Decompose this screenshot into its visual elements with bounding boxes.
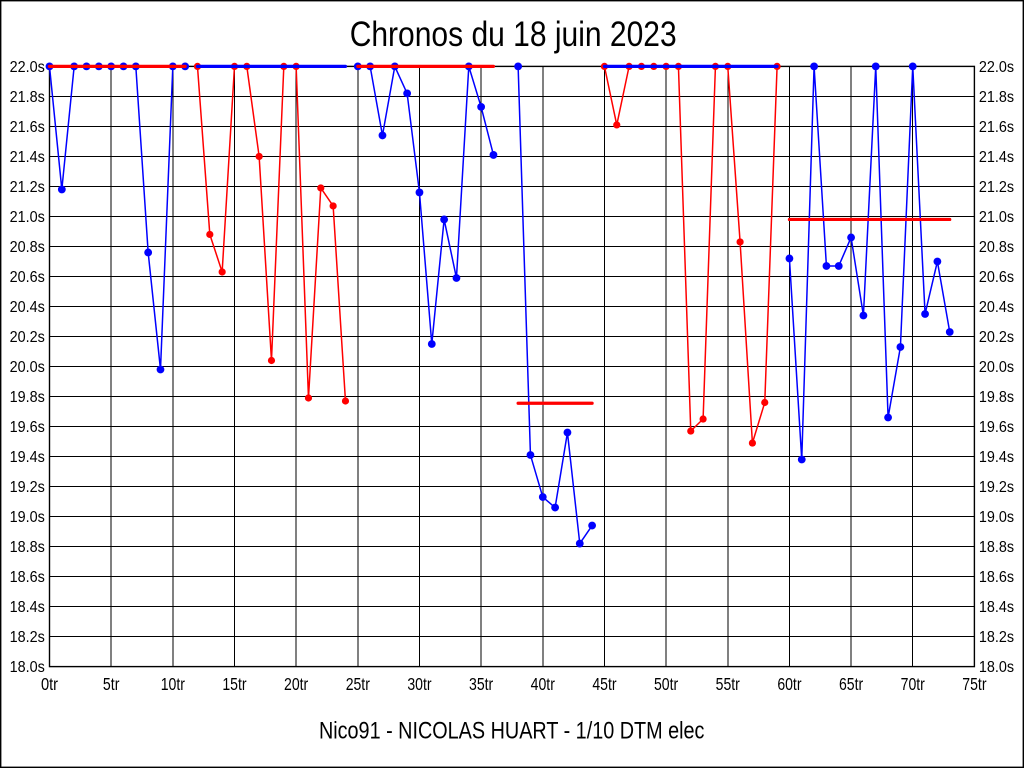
svg-text:20tr: 20tr (284, 674, 308, 694)
svg-text:21.6s: 21.6s (979, 119, 1015, 136)
svg-text:18.8s: 18.8s (10, 539, 46, 556)
svg-text:19.6s: 19.6s (979, 419, 1015, 436)
svg-text:21.8s: 21.8s (10, 89, 46, 106)
svg-text:21.4s: 21.4s (979, 149, 1015, 166)
svg-text:21.2s: 21.2s (10, 179, 46, 196)
svg-text:18.6s: 18.6s (10, 569, 46, 586)
svg-text:18.4s: 18.4s (979, 599, 1015, 616)
svg-text:20.8s: 20.8s (10, 239, 46, 256)
svg-text:19.6s: 19.6s (10, 419, 46, 436)
svg-text:75tr: 75tr (962, 674, 986, 694)
svg-text:19.0s: 19.0s (979, 509, 1015, 526)
svg-text:20.8s: 20.8s (979, 239, 1015, 256)
svg-text:19.8s: 19.8s (979, 389, 1015, 406)
svg-text:30tr: 30tr (407, 674, 431, 694)
svg-text:5tr: 5tr (103, 674, 120, 694)
svg-text:15tr: 15tr (222, 674, 246, 694)
svg-text:60tr: 60tr (777, 674, 801, 694)
svg-text:20.2s: 20.2s (979, 329, 1015, 346)
svg-text:65tr: 65tr (839, 674, 863, 694)
svg-text:20.6s: 20.6s (10, 269, 46, 286)
svg-text:21.4s: 21.4s (10, 149, 46, 166)
svg-text:19.2s: 19.2s (10, 479, 46, 496)
svg-text:19.0s: 19.0s (10, 509, 46, 526)
svg-text:55tr: 55tr (716, 674, 740, 694)
svg-text:18.4s: 18.4s (10, 599, 46, 616)
svg-text:22.0s: 22.0s (979, 59, 1015, 76)
svg-text:18.0s: 18.0s (979, 659, 1015, 676)
svg-text:21.0s: 21.0s (979, 209, 1015, 226)
svg-text:20.6s: 20.6s (979, 269, 1015, 286)
svg-text:19.4s: 19.4s (10, 449, 46, 466)
svg-text:40tr: 40tr (531, 674, 555, 694)
svg-text:20.0s: 20.0s (10, 359, 46, 376)
svg-text:20.2s: 20.2s (10, 329, 46, 346)
svg-text:20.0s: 20.0s (979, 359, 1015, 376)
svg-text:35tr: 35tr (469, 674, 493, 694)
svg-text:18.8s: 18.8s (979, 539, 1015, 556)
svg-text:25tr: 25tr (346, 674, 370, 694)
svg-text:18.0s: 18.0s (10, 659, 46, 676)
svg-text:18.2s: 18.2s (979, 629, 1015, 646)
svg-text:0tr: 0tr (41, 674, 58, 694)
svg-text:19.4s: 19.4s (979, 449, 1015, 466)
svg-text:10tr: 10tr (161, 674, 185, 694)
svg-text:21.8s: 21.8s (979, 89, 1015, 106)
svg-text:18.2s: 18.2s (10, 629, 46, 646)
svg-text:50tr: 50tr (654, 674, 678, 694)
svg-text:22.0s: 22.0s (10, 59, 46, 76)
svg-text:19.8s: 19.8s (10, 389, 46, 406)
svg-text:45tr: 45tr (592, 674, 616, 694)
svg-text:20.4s: 20.4s (10, 299, 46, 316)
svg-text:21.6s: 21.6s (10, 119, 46, 136)
svg-text:20.4s: 20.4s (979, 299, 1015, 316)
svg-text:21.0s: 21.0s (10, 209, 46, 226)
svg-text:Nico91 - NICOLAS HUART - 1/10: Nico91 - NICOLAS HUART - 1/10 DTM elec (319, 717, 705, 744)
svg-text:18.6s: 18.6s (979, 569, 1015, 586)
svg-text:19.2s: 19.2s (979, 479, 1015, 496)
svg-text:Chronos du 18 juin 2023: Chronos du 18 juin 2023 (350, 15, 677, 54)
svg-text:70tr: 70tr (901, 674, 925, 694)
svg-text:21.2s: 21.2s (979, 179, 1015, 196)
